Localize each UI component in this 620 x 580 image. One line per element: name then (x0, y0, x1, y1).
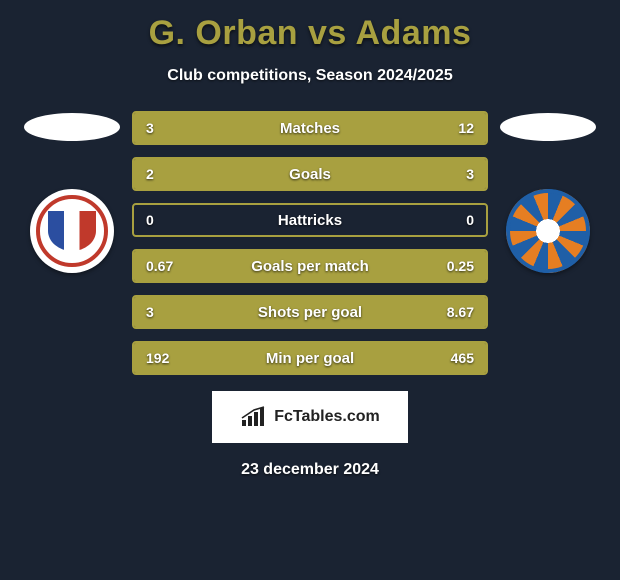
brand-badge[interactable]: FcTables.com (212, 391, 408, 443)
stat-value-left: 3 (146, 120, 154, 136)
stat-bar-left (134, 159, 275, 189)
stat-value-right: 465 (451, 350, 474, 366)
right-player-photo (500, 113, 596, 141)
stat-label: Goals per match (251, 258, 369, 275)
subtitle: Club competitions, Season 2024/2025 (167, 67, 452, 85)
brand-chart-icon (240, 406, 268, 428)
stat-value-right: 3 (466, 166, 474, 182)
stat-bar-right (204, 113, 486, 143)
snapshot-date: 23 december 2024 (241, 461, 379, 479)
left-club-badge (30, 189, 114, 273)
stat-value-right: 8.67 (447, 304, 474, 320)
brand-label: FcTables.com (274, 408, 380, 426)
stat-row: 3 12 Matches (132, 111, 488, 145)
stat-value-left: 0 (146, 212, 154, 228)
stat-label: Matches (280, 120, 340, 137)
stat-value-right: 0.25 (447, 258, 474, 274)
stat-value-left: 2 (146, 166, 154, 182)
right-club-badge (506, 189, 590, 273)
stat-row: 0 0 Hattricks (132, 203, 488, 237)
stat-row: 192 465 Min per goal (132, 341, 488, 375)
stat-value-right: 12 (458, 120, 474, 136)
stat-row: 3 8.67 Shots per goal (132, 295, 488, 329)
stat-row: 2 3 Goals (132, 157, 488, 191)
left-player-photo (24, 113, 120, 141)
stat-label: Shots per goal (258, 304, 362, 321)
stats-list: 3 12 Matches 2 3 Goals 0 0 Hattricks 0.67 0.25 Goal… (132, 111, 488, 375)
stat-label: Min per goal (266, 350, 354, 367)
stat-value-left: 192 (146, 350, 169, 366)
right-player-column (488, 111, 608, 273)
stat-row: 0.67 0.25 Goals per match (132, 249, 488, 283)
page-title: G. Orban vs Adams (149, 14, 472, 53)
stat-label: Hattricks (278, 212, 342, 229)
stat-value-left: 3 (146, 304, 154, 320)
comparison-panel: 3 12 Matches 2 3 Goals 0 0 Hattricks 0.67 0.25 Goal… (0, 111, 620, 375)
stat-value-left: 0.67 (146, 258, 173, 274)
left-player-column (12, 111, 132, 273)
stat-bar-left (134, 113, 204, 143)
stat-value-right: 0 (466, 212, 474, 228)
stat-label: Goals (289, 166, 331, 183)
